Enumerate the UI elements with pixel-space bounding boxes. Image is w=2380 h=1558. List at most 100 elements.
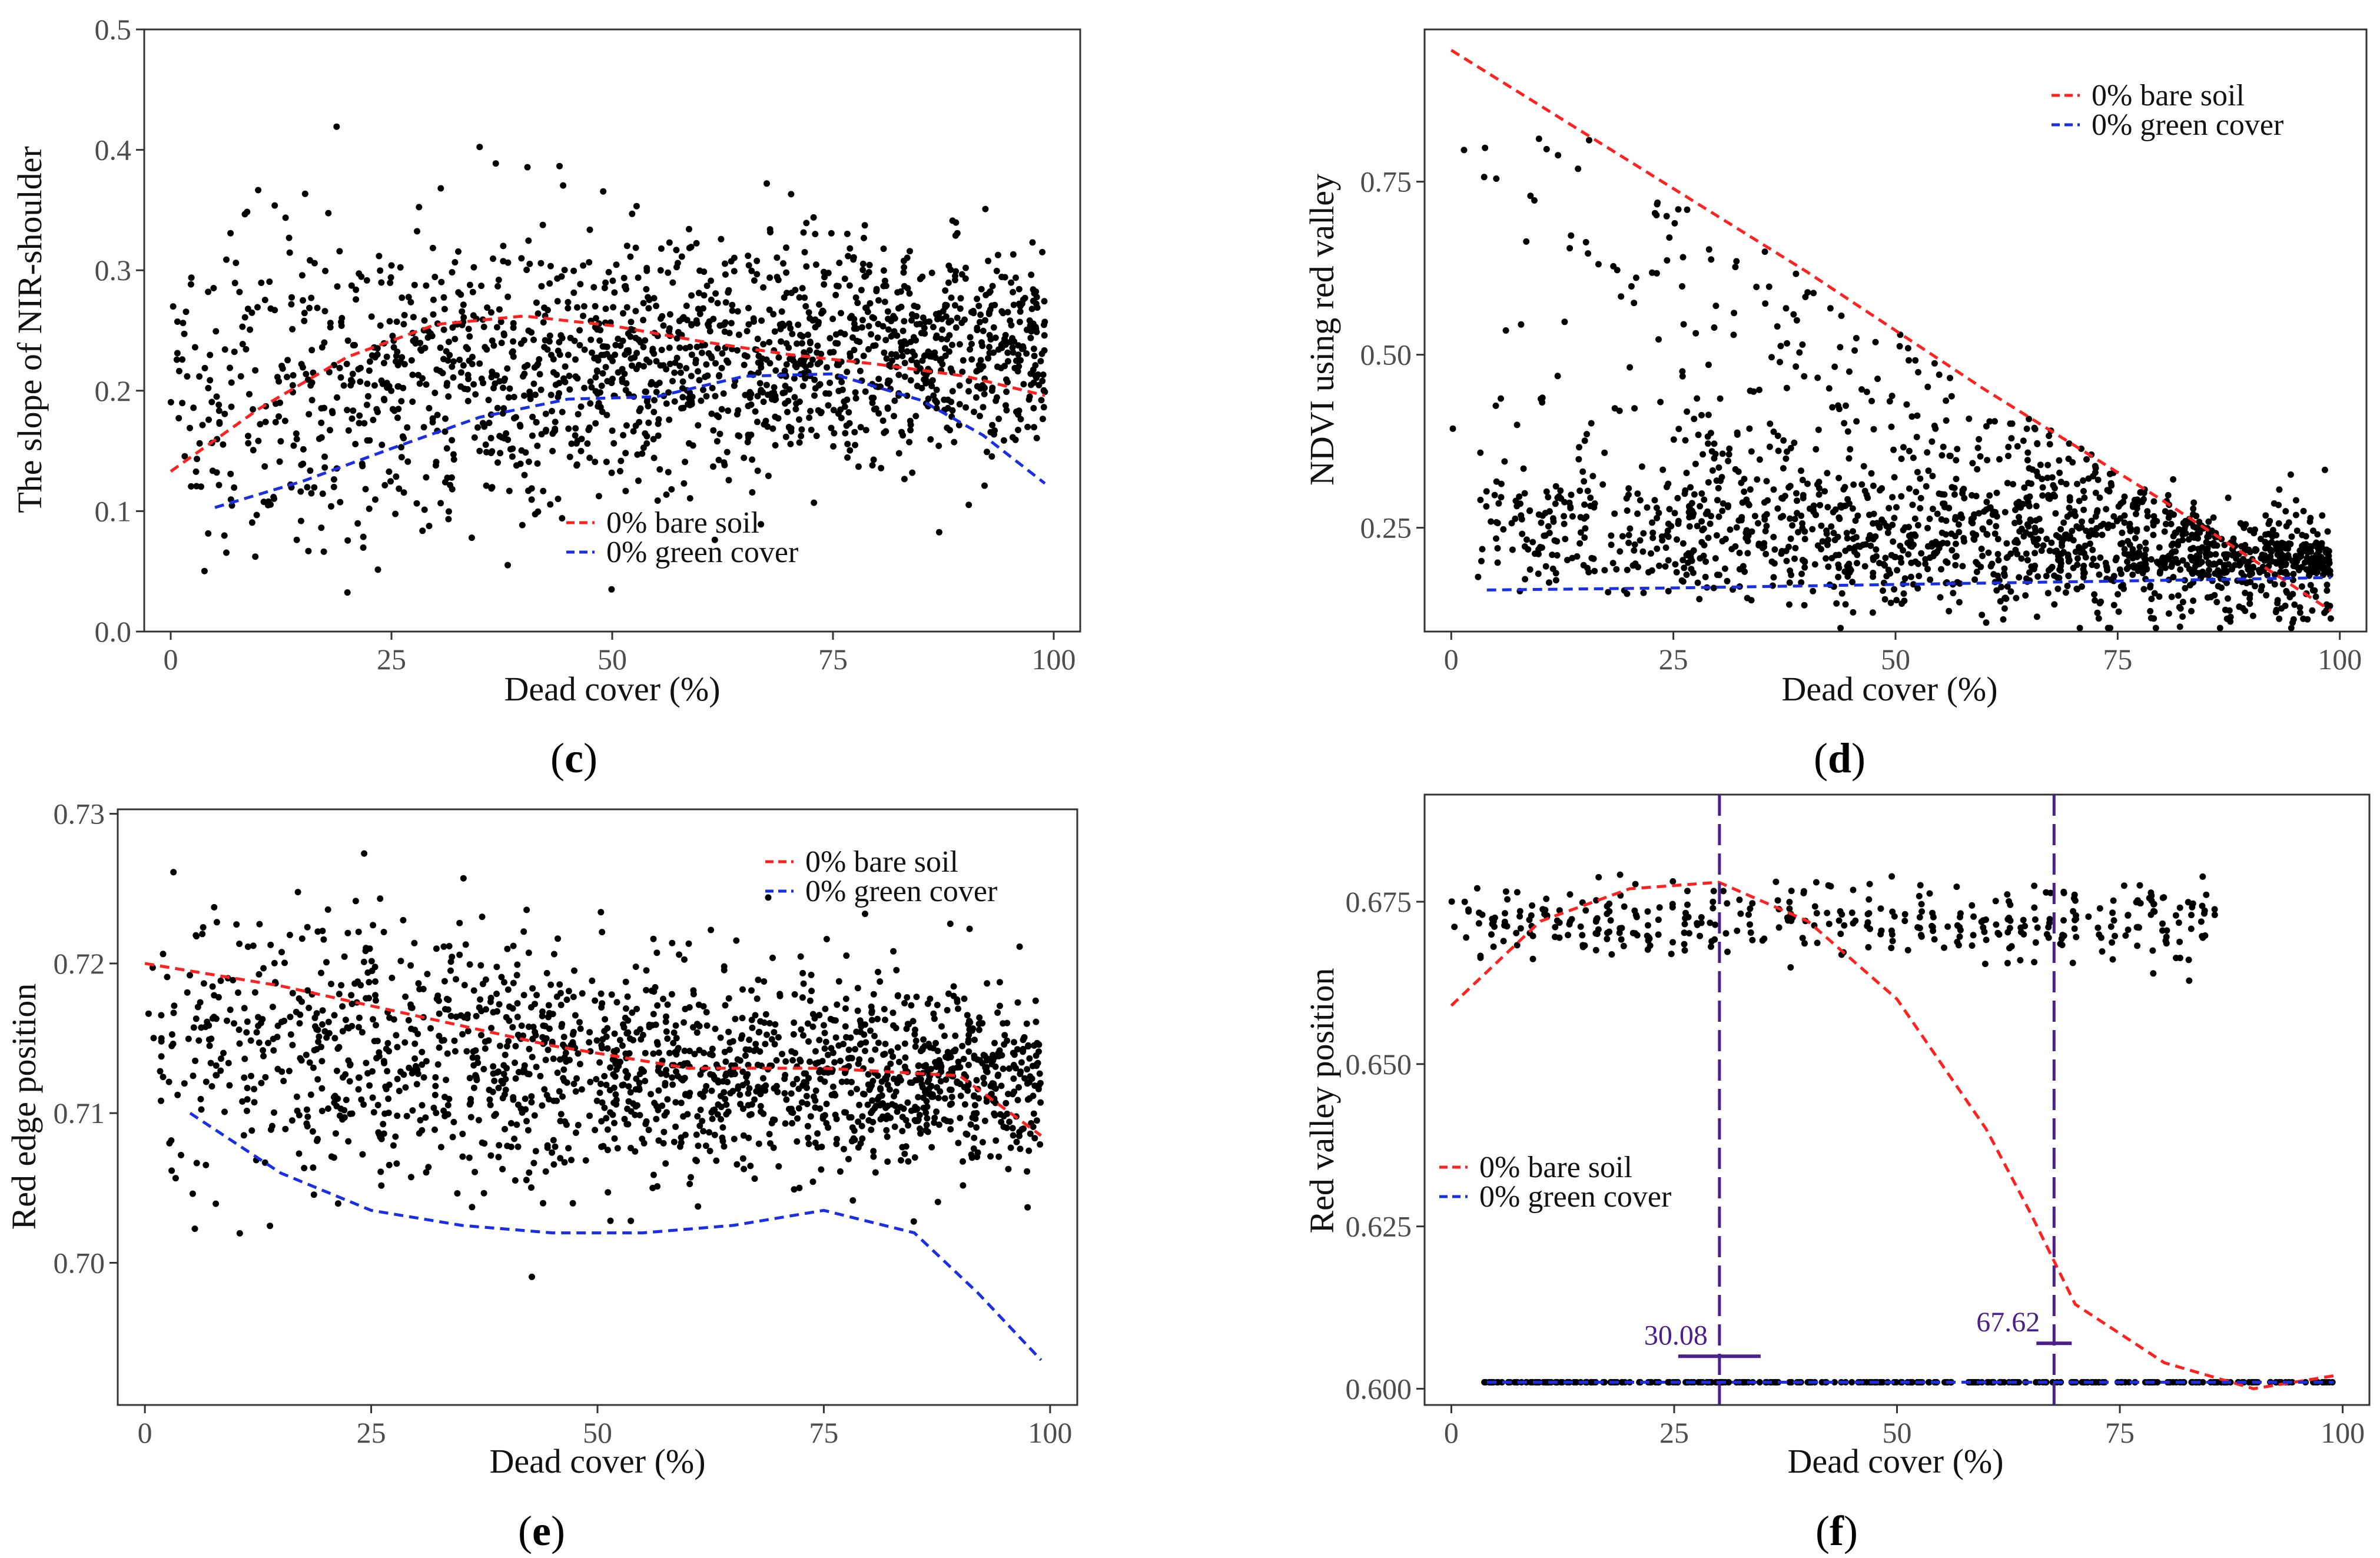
scatter-point — [1923, 483, 1930, 490]
scatter-point — [1984, 457, 1991, 464]
scatter-point — [974, 327, 981, 334]
scatter-point — [872, 405, 879, 412]
scatter-point — [1815, 491, 1823, 498]
scatter-point — [281, 959, 288, 966]
scatter-point — [891, 413, 897, 420]
scatter-point — [663, 366, 670, 373]
scatter-point — [1900, 527, 1907, 534]
scatter-point — [907, 377, 914, 384]
scatter-point — [359, 1029, 366, 1036]
scatter-point — [2216, 624, 2223, 632]
scatter-point — [652, 1021, 659, 1028]
scatter-point — [1943, 397, 1950, 404]
scatter-point — [244, 944, 251, 950]
scatter-point — [497, 450, 504, 457]
scatter-point — [2065, 558, 2072, 565]
scatter-point — [832, 331, 839, 338]
scatter-point — [2129, 571, 2136, 578]
scatter-point — [681, 1075, 688, 1081]
scatter-point — [749, 1024, 756, 1031]
scatter-point — [604, 1045, 611, 1052]
scatter-point — [1601, 449, 1608, 456]
scatter-point — [782, 433, 789, 440]
scatter-point — [807, 361, 814, 368]
scatter-point — [952, 273, 958, 280]
scatter-point — [612, 341, 619, 348]
scatter-point — [620, 274, 628, 281]
scatter-point — [1697, 503, 1704, 510]
scatter-point — [306, 304, 313, 311]
scatter-point — [394, 348, 401, 356]
scatter-point — [1770, 574, 1777, 581]
scatter-point — [794, 1115, 801, 1122]
scatter-point — [2152, 624, 2159, 632]
scatter-point — [764, 180, 770, 187]
scatter-point — [496, 1001, 503, 1008]
scatter-point — [1649, 529, 1657, 536]
scatter-point — [1032, 997, 1039, 1004]
scatter-point — [666, 344, 673, 351]
scatter-point — [2323, 582, 2331, 589]
scatter-point — [749, 489, 756, 496]
scatter-point — [289, 989, 296, 996]
scatter-point — [168, 1167, 175, 1174]
scatter-point — [962, 275, 969, 282]
scatter-point — [754, 1061, 761, 1068]
scatter-point — [369, 352, 376, 359]
scatter-point — [1952, 562, 1959, 569]
scatter-point — [400, 435, 407, 441]
scatter-point — [1886, 398, 1893, 405]
scatter-point — [2033, 613, 2040, 620]
scatter-point — [1004, 358, 1011, 365]
scatter-point — [1782, 305, 1790, 312]
scatter-point — [1811, 561, 1818, 568]
scatter-point — [1015, 285, 1023, 293]
scatter-point — [1870, 554, 1877, 562]
scatter-point — [642, 1049, 649, 1057]
scatter-point — [403, 1112, 410, 1119]
scatter-point — [755, 369, 762, 376]
scatter-point — [442, 1006, 449, 1013]
scatter-point — [409, 1107, 416, 1114]
scatter-point — [542, 1022, 549, 1029]
scatter-point — [790, 1031, 797, 1038]
scatter-point — [523, 267, 530, 273]
scatter-point — [353, 286, 360, 293]
scatter-point — [2196, 526, 2203, 533]
scatter-point — [716, 373, 722, 380]
scatter-point — [576, 1061, 583, 1068]
scatter-point — [2304, 616, 2311, 623]
scatter-point — [272, 418, 279, 426]
scatter-point — [2212, 570, 2219, 577]
scatter-point — [1917, 494, 1924, 501]
scatter-point — [931, 1114, 938, 1121]
scatter-point — [290, 372, 297, 379]
scatter-point — [560, 375, 567, 382]
scatter-point — [460, 301, 467, 308]
scatter-point — [236, 1230, 243, 1237]
scatter-point — [1588, 554, 1595, 562]
scatter-point — [751, 1096, 758, 1103]
scatter-point — [1799, 477, 1806, 483]
scatter-point — [498, 434, 505, 441]
scatter-point — [2307, 543, 2314, 550]
scatter-point — [653, 1039, 660, 1046]
scatter-point — [416, 204, 423, 211]
scatter-point — [482, 344, 489, 351]
scatter-point — [870, 342, 877, 349]
scatter-point — [344, 589, 351, 596]
scatter-point — [981, 1117, 988, 1124]
scatter-point — [565, 305, 572, 312]
scatter-point — [2169, 540, 2176, 547]
scatter-point — [745, 262, 752, 269]
scatter-point — [2189, 531, 2196, 539]
scatter-point — [1493, 535, 1499, 542]
scatter-point — [741, 1165, 748, 1172]
scatter-point — [287, 1014, 294, 1021]
scatter-point — [422, 1114, 429, 1121]
scatter-point — [1790, 311, 1797, 318]
scatter-point — [952, 1047, 959, 1053]
scatter-point — [297, 488, 304, 495]
scatter-point — [762, 1087, 769, 1094]
scatter-point — [306, 411, 313, 418]
